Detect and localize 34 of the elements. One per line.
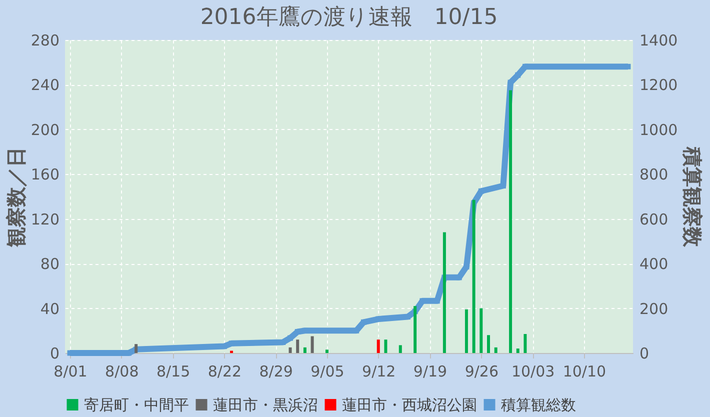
y-tick-label: 80 [40,255,60,274]
legend-label: 積算観総数 [501,396,576,414]
x-tick-label: 9/05 [310,362,344,380]
x-tick-label: 8/22 [208,362,242,380]
y2-tick-label: 200 [640,300,668,318]
y2-tick-label: 400 [640,255,668,274]
y2-tick-label: 1000 [640,120,678,139]
x-tick-label: 10/03 [511,362,555,380]
x-tick-label: 8/01 [54,362,88,380]
chart-title: 2016年鷹の渡り速報 10/15 [200,5,498,30]
y-tick-label: 40 [40,300,60,318]
y-tick-label: 0 [50,344,60,362]
x-tick-label: 9/26 [464,362,498,380]
x-tick-label: 8/15 [156,362,190,380]
y2-tick-label: 1400 [640,32,678,50]
y-tick-label: 120 [30,210,60,228]
legend-label: 蓮田市・黒浜沼 [213,396,318,414]
x-tick-label: 9/19 [413,362,448,380]
x-tick-label: 10/10 [562,362,606,380]
y-tick-label: 200 [30,120,60,139]
legend-label: 寄居町・中間平 [84,396,189,414]
y2-tick-label: 0 [640,344,650,362]
y2-tick-label: 800 [640,166,668,184]
x-tick-label: 9/12 [362,362,396,380]
y-tick-label: 160 [30,166,60,184]
y2-tick-label: 600 [640,210,668,228]
y-tick-label: 240 [30,76,60,94]
y-axis-title: 観察数／日 [4,147,28,248]
legend-label: 蓮田市・西城沼公園 [342,396,477,414]
y-tick-label: 280 [30,32,60,50]
x-tick-label: 8/08 [105,362,139,380]
y2-axis-title: 積算観察数 [680,146,705,248]
y2-tick-label: 1200 [640,76,678,94]
x-tick-label: 8/29 [259,362,293,380]
